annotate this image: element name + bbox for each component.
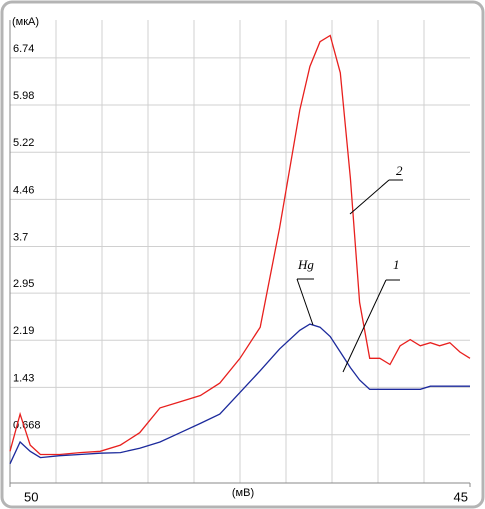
leader-line [296, 278, 314, 326]
series-line [9, 323, 470, 465]
x-axis-label: (мВ) [232, 487, 254, 499]
x-tick-label: 50 [24, 489, 38, 504]
y-tick-label: 2.19 [13, 325, 34, 337]
annotation: Hg [297, 257, 314, 272]
leader-line [342, 279, 387, 373]
y-tick-label: 0.668 [13, 420, 41, 432]
y-axis-label: (мкА) [12, 16, 39, 28]
y-tick-label: 3.7 [13, 231, 28, 243]
y-tick-label: 4.46 [13, 184, 34, 196]
y-tick-label: 2.95 [13, 278, 34, 290]
x-tick-label: 45 [454, 489, 468, 504]
y-tick-label: 6.74 [13, 43, 34, 55]
leader-line [349, 179, 390, 215]
series-line [9, 34, 471, 456]
series-label: 1 [393, 257, 400, 272]
y-tick-label: 5.98 [13, 90, 34, 102]
y-tick-label: 1.43 [13, 372, 34, 384]
series-label: 2 [396, 163, 403, 178]
y-tick-label: 5.22 [13, 137, 34, 149]
